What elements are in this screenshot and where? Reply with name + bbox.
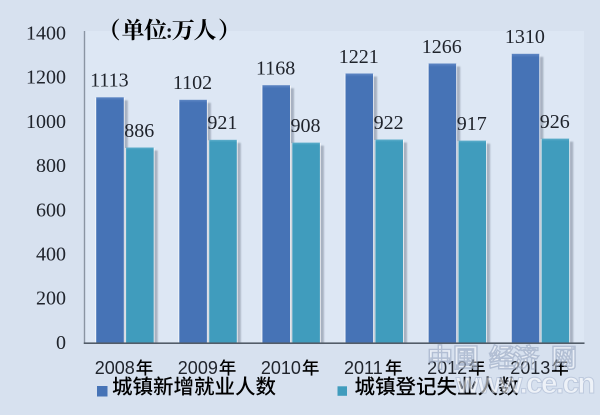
svg-text:1266: 1266 [422,36,462,58]
svg-text:1400: 1400 [26,23,66,45]
svg-text:926: 926 [540,111,570,133]
svg-text:1168: 1168 [256,58,295,80]
svg-text:1102: 1102 [173,72,212,94]
svg-text:600: 600 [36,199,66,221]
svg-text:1200: 1200 [26,67,66,89]
svg-text:400: 400 [36,243,66,265]
svg-text:2008: 2008 [95,358,135,378]
svg-text:1221: 1221 [339,46,379,68]
svg-text:0: 0 [56,332,66,354]
svg-text:1310: 1310 [505,26,545,48]
svg-text:917: 917 [457,113,487,135]
svg-text:2010: 2010 [261,358,301,378]
svg-text:886: 886 [124,120,154,142]
svg-text:2011: 2011 [344,358,383,378]
svg-text:www.ce.cn: www.ce.cn [455,367,594,400]
svg-text:1113: 1113 [90,70,129,92]
svg-text:2009: 2009 [178,358,218,378]
svg-text:921: 921 [207,112,237,134]
svg-text:908: 908 [291,115,321,137]
svg-text:800: 800 [36,155,66,177]
svg-text:200: 200 [36,288,66,310]
svg-text:922: 922 [374,112,404,134]
svg-text::: : [166,19,173,43]
svg-text:1000: 1000 [26,111,66,133]
